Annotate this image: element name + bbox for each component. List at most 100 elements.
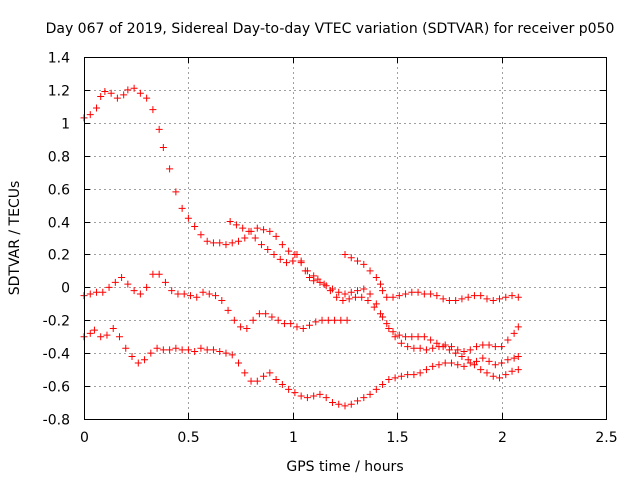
data-point [335, 288, 343, 296]
data-point [212, 292, 220, 300]
data-point [347, 288, 355, 296]
data-point [147, 349, 155, 357]
data-point [508, 367, 516, 375]
data-point [414, 288, 422, 296]
data-point [285, 385, 293, 393]
data-point [318, 316, 326, 324]
data-point [278, 380, 286, 388]
data-point [310, 277, 318, 285]
series-track-5 [341, 250, 522, 305]
data-point [97, 333, 105, 341]
data-point [514, 323, 522, 331]
data-point [447, 359, 455, 367]
data-point [266, 369, 274, 377]
data-point [172, 188, 180, 196]
data-point [191, 348, 199, 356]
data-point [320, 280, 328, 288]
data-point [420, 290, 428, 298]
data-point [186, 292, 194, 300]
y-tick-label: -0.4 [43, 347, 70, 363]
data-point [337, 316, 345, 324]
data-point [159, 346, 167, 354]
data-point [433, 339, 441, 347]
data-point [297, 257, 305, 265]
data-point [351, 293, 359, 301]
data-point [379, 287, 387, 295]
series-track-1 [80, 84, 522, 356]
data-point [241, 369, 249, 377]
data-point [316, 390, 324, 398]
data-point [458, 352, 466, 360]
data-point [249, 316, 257, 324]
data-point [93, 288, 101, 296]
data-point [458, 295, 466, 303]
data-point [485, 341, 493, 349]
data-point [347, 400, 355, 408]
x-tick-label: 0.5 [177, 430, 199, 446]
data-point [105, 283, 113, 291]
data-point [153, 344, 161, 352]
data-point [178, 204, 186, 212]
data-point [191, 222, 199, 230]
data-point [235, 359, 243, 367]
data-point [205, 290, 213, 298]
data-point [470, 292, 478, 300]
data-point [197, 344, 205, 352]
data-point [479, 354, 487, 362]
data-point [143, 283, 151, 291]
data-point [283, 259, 291, 267]
data-point [155, 270, 163, 278]
data-point [306, 273, 314, 281]
y-tick-label: -0.2 [43, 314, 70, 330]
data-point [364, 297, 372, 305]
data-point [99, 288, 107, 296]
data-point [103, 331, 111, 339]
data-point [113, 94, 121, 102]
data-point [141, 356, 149, 364]
data-point [326, 287, 334, 295]
data-point [322, 394, 330, 402]
data-point [328, 399, 336, 407]
data-point [491, 343, 499, 351]
data-point [454, 361, 462, 369]
data-point [312, 318, 320, 326]
data-point [310, 392, 318, 400]
data-point [391, 374, 399, 382]
data-point [268, 313, 276, 321]
x-tick-label: 2.5 [595, 430, 617, 446]
data-point [389, 328, 397, 336]
data-point [429, 362, 437, 370]
data-point [410, 344, 418, 352]
x-axis-title: GPS time / hours [286, 459, 403, 475]
data-point [347, 254, 355, 262]
data-point [354, 287, 362, 295]
data-point [128, 352, 136, 360]
data-point [341, 290, 349, 298]
data-point [97, 92, 105, 100]
data-point [416, 369, 424, 377]
data-point [333, 293, 341, 301]
y-tick-label: 0.2 [48, 248, 70, 264]
data-point [470, 361, 478, 369]
data-point [303, 394, 311, 402]
data-point [439, 343, 447, 351]
data-point [502, 293, 510, 301]
data-point [466, 346, 474, 354]
data-point [435, 361, 443, 369]
data-point [341, 402, 349, 410]
data-point [224, 306, 232, 314]
data-point [161, 278, 169, 286]
data-point [335, 400, 343, 408]
data-point [184, 214, 192, 222]
data-point [354, 397, 362, 405]
data-point [514, 366, 522, 374]
data-point [331, 316, 339, 324]
data-point [203, 346, 211, 354]
data-point [172, 344, 180, 352]
data-point [122, 344, 130, 352]
grid [84, 57, 606, 419]
data-point [107, 89, 115, 97]
data-point [166, 346, 174, 354]
data-point [479, 341, 487, 349]
